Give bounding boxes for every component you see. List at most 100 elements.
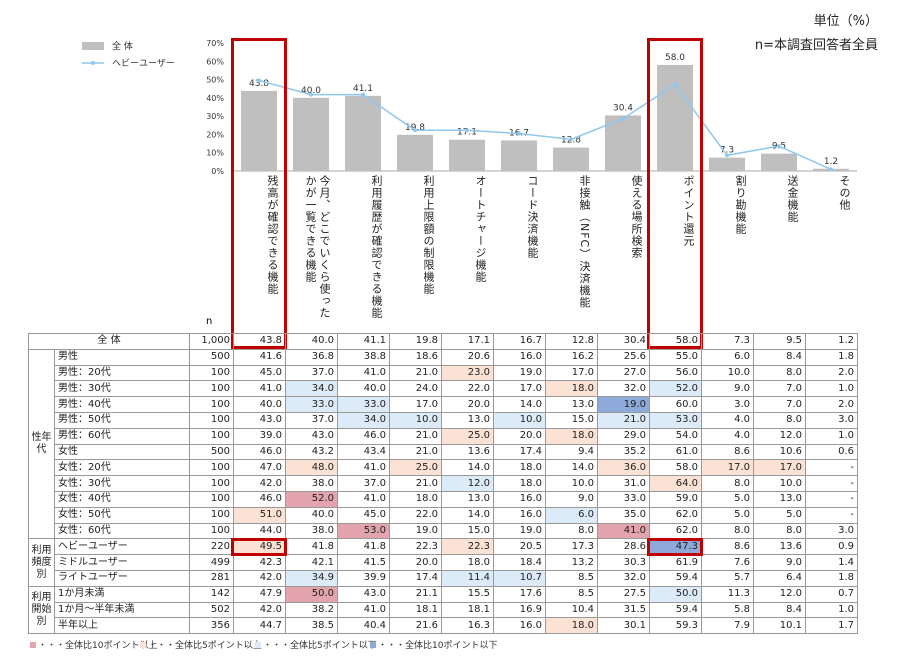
cell: 10.0 xyxy=(389,411,442,429)
cell: 42.1 xyxy=(285,554,338,571)
row: 利用頻度別 ヘビーユーザー 220 49.5 41.8 41.8 22.3 22.3 20.5 1… xyxy=(28,538,858,587)
n: 100 xyxy=(189,396,234,413)
cell: 17.0 xyxy=(701,459,754,477)
cell: 8.4 xyxy=(753,601,806,619)
cell: 8.4 xyxy=(753,348,806,366)
row-label: 男性：20代 xyxy=(54,364,190,382)
n: 100 xyxy=(189,490,234,508)
cell: 43.0 xyxy=(233,411,286,429)
cell: 30.1 xyxy=(597,617,650,635)
cell: 25.0 xyxy=(389,459,442,477)
legend-swatch xyxy=(30,641,36,648)
n: 100 xyxy=(189,506,234,524)
cell: 41.0 xyxy=(337,490,390,508)
cell: 16.9 xyxy=(493,601,546,619)
y-tick-label: 30% xyxy=(206,112,224,121)
cell: 38.0 xyxy=(285,522,338,540)
unit: 単位（%） xyxy=(813,14,878,29)
cell: 64.0 xyxy=(649,475,702,492)
cell: 41.0 xyxy=(337,364,390,382)
cell: 25.0 xyxy=(441,427,494,445)
cell: 55.0 xyxy=(649,348,702,366)
cell: 17.0 xyxy=(389,396,442,413)
cell: 1.2 xyxy=(805,333,858,350)
line-marker xyxy=(777,144,781,149)
row-label: 男性：60代 xyxy=(54,427,190,445)
cell: 20.0 xyxy=(389,554,442,571)
category-label: 使える場所検索 xyxy=(630,175,643,259)
cell: 62.0 xyxy=(649,522,702,540)
row-label: 1か月未満 xyxy=(54,585,190,603)
cell: 56.0 xyxy=(649,364,702,382)
legend-swatch xyxy=(140,641,146,648)
cell: 38.0 xyxy=(285,475,338,492)
cell: 22.0 xyxy=(389,506,442,524)
cell: 8.0 xyxy=(753,411,806,429)
shade-legend: ・・・全体比10ポイント以上 xyxy=(30,638,157,651)
cell: 15.0 xyxy=(545,411,598,429)
cell: 16.3 xyxy=(441,617,494,635)
row: 全 体 1,000 43.8 40.0 41.1 19.8 17.1 16.7 12.8 30.4… xyxy=(28,333,858,350)
cell: 59.4 xyxy=(649,601,702,619)
bar-label: 40.0 xyxy=(301,86,321,96)
line-marker xyxy=(257,78,261,83)
cell: 46.0 xyxy=(233,490,286,508)
row-label: 男性 xyxy=(54,348,190,366)
y-tick-label: 70% xyxy=(206,39,224,48)
cell: 17.4 xyxy=(389,569,442,587)
y-tick-label: 10% xyxy=(206,149,224,158)
cell: 13.6 xyxy=(753,538,806,556)
cell: 15.0 xyxy=(441,522,494,540)
cell: 16.7 xyxy=(493,333,546,350)
cell: 6.0 xyxy=(545,506,598,524)
cell: 12.0 xyxy=(753,427,806,445)
cell: 17.0 xyxy=(493,380,546,398)
cell: - xyxy=(805,490,858,508)
cell: 40.0 xyxy=(285,506,338,524)
cell: 24.0 xyxy=(389,380,442,398)
cell: 10.4 xyxy=(545,601,598,619)
cell: 41.0 xyxy=(337,459,390,477)
cell: 42.0 xyxy=(233,601,286,619)
cell: 41.8 xyxy=(337,538,390,556)
legend-label: 全 体 xyxy=(112,40,133,52)
n: 100 xyxy=(189,364,234,382)
cell: 2.0 xyxy=(805,396,858,413)
cell: 9.0 xyxy=(701,380,754,398)
legend-swatch xyxy=(91,61,95,65)
cell: 1.8 xyxy=(805,348,858,366)
shade-legend: ・・・全体比5ポイント以下 xyxy=(255,638,377,651)
line-marker xyxy=(725,153,729,158)
row-label: 半年以上 xyxy=(54,617,190,635)
cell: 44.0 xyxy=(233,522,286,540)
n: 281 xyxy=(189,569,234,587)
cell: 7.0 xyxy=(753,396,806,413)
cell: 10.7 xyxy=(493,569,546,587)
cell: 30.3 xyxy=(597,554,650,571)
cell: 35.2 xyxy=(597,443,650,461)
bar-label: 19.8 xyxy=(405,123,425,133)
cell: 7.3 xyxy=(701,333,754,350)
cell: 22.0 xyxy=(441,380,494,398)
row: 1か月～半年未満 502 42.0 38.2 41.0 18.1 18.1 16.9 10.4 3… xyxy=(29,601,858,619)
cell: 58.0 xyxy=(649,459,702,477)
cell: 21.0 xyxy=(389,475,442,492)
bar-label: 58.0 xyxy=(665,53,685,63)
category-label: 送金機能 xyxy=(786,175,799,223)
n: 499 xyxy=(189,554,234,571)
cell: 11.3 xyxy=(701,585,754,603)
n: 500 xyxy=(189,443,234,461)
cell: 27.5 xyxy=(597,585,650,603)
cell: 17.3 xyxy=(545,538,598,556)
bar-label: 30.4 xyxy=(613,103,633,113)
cell: 39.0 xyxy=(233,427,286,445)
category-label: コード決済機能 xyxy=(526,175,539,259)
cell: 18.4 xyxy=(493,554,546,571)
cell: 19.0 xyxy=(493,522,546,540)
row: 男性：40代 100 40.0 33.0 33.0 17.0 20.0 14.0 13.0 19.… xyxy=(29,396,858,413)
n: 100 xyxy=(189,411,234,429)
cell: 5.0 xyxy=(701,506,754,524)
row-label: 女性：60代 xyxy=(54,522,190,540)
n: 100 xyxy=(189,427,234,445)
category-label: 残高が確認できる機能 xyxy=(266,175,279,295)
